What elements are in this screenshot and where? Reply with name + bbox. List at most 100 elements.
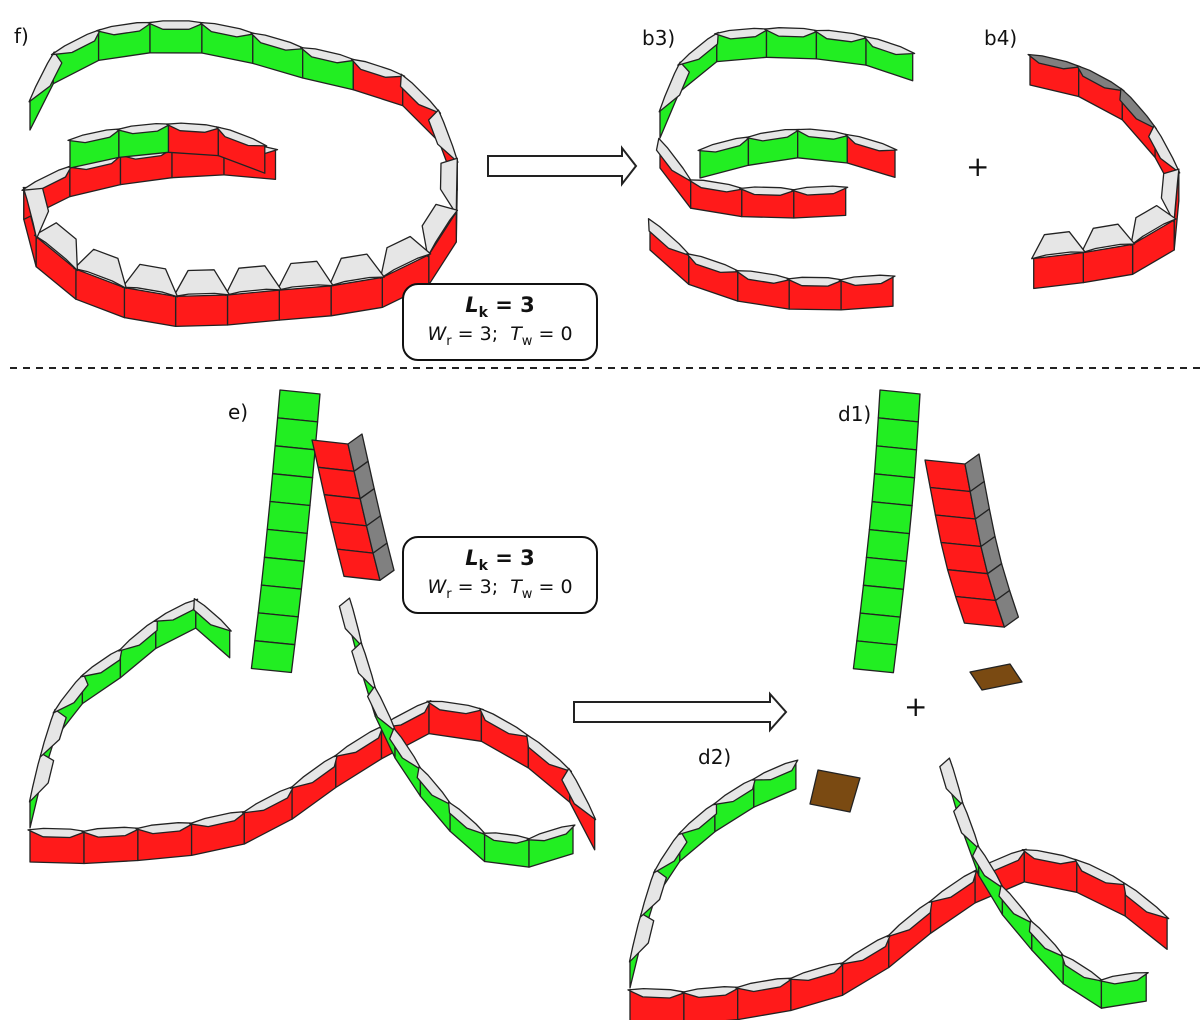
lk-value: = 3 [495, 293, 535, 317]
ribbon-strip-segment [852, 640, 898, 674]
ribbon-strip-segment [875, 417, 919, 451]
ribbon-side-face [226, 289, 280, 326]
ribbon-top-tile [193, 598, 232, 632]
ribbon-top-tile [33, 222, 79, 272]
ribbon-top-tile [28, 51, 63, 103]
arrow-top [487, 145, 638, 187]
ribbon-strip-segment [260, 556, 306, 590]
ribbon-top-tile [439, 157, 458, 215]
ribbon-top-tile [22, 186, 50, 240]
ribbon-top-tile [153, 598, 199, 622]
tw-symbol: T [510, 323, 522, 346]
ribbon-top-tile [751, 759, 799, 781]
writhe-twist: Wr = 3; Tw = 0 [404, 576, 596, 602]
panel-label-e: e) [228, 400, 249, 424]
ribbon-top-tile [838, 274, 896, 287]
ribbon-strip-segment [257, 584, 303, 618]
ribbon-strip-segment [873, 445, 918, 479]
panel-label-b3: b3) [642, 26, 676, 50]
ribbon-strip-segment [271, 445, 316, 479]
ribbon-strip-segment [862, 556, 908, 590]
writhe-twist: Wr = 3; Tw = 0 [404, 323, 596, 349]
ribbon-strip-segment [865, 528, 911, 563]
ribbon-top-tile [215, 126, 268, 147]
ribbon-strip-segment [868, 501, 913, 535]
ribbon-top-tile [379, 700, 432, 729]
ribbon-edge-segment [994, 589, 1020, 628]
tw-value: = 0 [538, 323, 573, 346]
ribbon-top-tile [863, 35, 916, 56]
ribbon-top-tile [427, 109, 459, 163]
ribbon-top-tile [1160, 168, 1180, 223]
lk-subscript: k [478, 558, 488, 575]
ribbon-top-tile [1098, 972, 1149, 985]
ribbon-top-tile [121, 263, 179, 298]
cut-face [969, 663, 1023, 691]
ribbon-strip-segment [859, 584, 905, 618]
lk-symbol: L [465, 293, 479, 317]
ribbon-strip-segment [856, 612, 901, 646]
ribbon-top-tile [561, 767, 597, 821]
ribbon-layer [21, 20, 1181, 1024]
ribbon-side-face [174, 294, 229, 328]
ribbon-strip-segment [250, 640, 296, 674]
ribbon-top-tile [39, 708, 67, 758]
ribbon-strip-segment [871, 473, 916, 507]
ribbon-top-tile [338, 597, 363, 648]
ribbon-top-tile [1031, 231, 1086, 260]
ribbon-top-tile [328, 253, 385, 287]
ribbon-strip-segment [934, 514, 982, 548]
plus-sign-top: + [966, 150, 990, 183]
ribbon-top-tile [28, 752, 55, 803]
wr-symbol: W [427, 576, 447, 599]
ribbon-strip-segment [254, 612, 299, 646]
panel-label-d2: d2) [698, 745, 732, 769]
ribbon-top-tile [1122, 882, 1170, 920]
tw-value: = 0 [538, 576, 573, 599]
plus-sign-bottom: + [904, 690, 928, 723]
ribbon-top-tile [351, 641, 377, 691]
ribbon-strip-segment [274, 417, 319, 451]
lk-value: = 3 [495, 546, 535, 570]
cut-face [809, 769, 861, 813]
wr-value: = 3; [457, 576, 499, 599]
ribbon-top-tile [1080, 223, 1136, 254]
panel-label-b4: b4) [984, 26, 1018, 50]
ribbon-top-tile [73, 248, 127, 289]
ribbon-strip-segment [263, 528, 308, 562]
panel-label-f: f) [14, 24, 29, 48]
panel-label-d1: d1) [838, 402, 872, 426]
tw-symbol: T [510, 576, 522, 599]
linking-number: Lk = 3 [404, 293, 596, 321]
ribbon-strip-segment [269, 473, 314, 507]
ribbon-top-tile [421, 203, 459, 258]
wr-symbol: W [427, 323, 447, 346]
lk-symbol: L [465, 546, 479, 570]
ribbon-strip-segment [924, 459, 971, 493]
ribbon-top-tile [1148, 125, 1181, 174]
ribbon-top-tile [791, 185, 849, 196]
wr-subscript: r [446, 586, 452, 602]
linking-number: Lk = 3 [404, 546, 596, 574]
arrow-bottom [573, 691, 788, 733]
ribbon-top-tile [628, 912, 655, 963]
tw-subscript: w [521, 333, 533, 349]
ribbon-top-tile [639, 868, 668, 918]
linking-number-box-mid: Lk = 3 Wr = 3; Tw = 0 [402, 536, 598, 614]
ribbon-top-tile [526, 824, 576, 842]
ribbon-top-tile [844, 133, 898, 152]
ribbon-strip-segment [877, 389, 921, 423]
lk-subscript: k [478, 305, 488, 322]
ribbon-top-tile [172, 269, 231, 298]
ribbon-edge-segment [372, 542, 395, 581]
ribbon-top-tile [224, 265, 282, 296]
ribbon-side-face [278, 285, 332, 321]
ribbon-strip-segment [276, 389, 321, 423]
ribbon-top-tile [379, 235, 432, 279]
ribbon-strip-segment [929, 486, 977, 520]
ribbon-top-tile [939, 757, 965, 807]
ribbon-top-tile [1130, 204, 1177, 246]
wr-value: = 3; [457, 323, 499, 346]
